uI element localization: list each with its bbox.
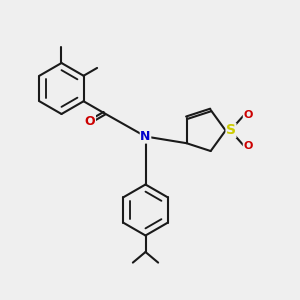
Text: O: O xyxy=(85,115,95,128)
Text: O: O xyxy=(243,141,253,151)
Text: N: N xyxy=(140,130,151,143)
Text: O: O xyxy=(243,110,253,120)
Text: S: S xyxy=(226,124,236,137)
